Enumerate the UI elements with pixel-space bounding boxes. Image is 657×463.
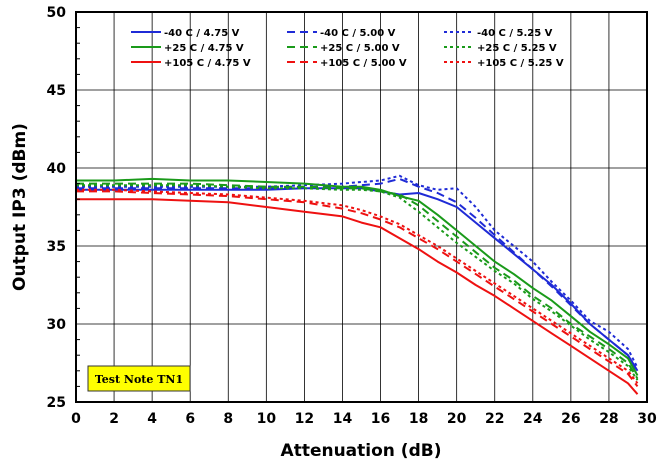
x-tick-label: 20 <box>447 411 467 427</box>
legend-label: +25 C / 5.25 V <box>477 43 557 54</box>
x-tick-label: 4 <box>147 411 157 427</box>
series-line-8 <box>76 190 639 388</box>
legend: -40 C / 4.75 V -40 C / 5.00 V -40 C / 5.25… <box>131 28 564 69</box>
series-line-1 <box>76 187 639 372</box>
x-tick-label: 28 <box>599 411 618 427</box>
test-note-label: Test Note TN1 <box>95 373 183 386</box>
legend-label: +105 C / 5.00 V <box>320 58 407 69</box>
x-tick-label: 24 <box>523 411 543 427</box>
x-tick-label: 18 <box>409 411 428 427</box>
series-line-7 <box>76 198 639 395</box>
legend-label: -40 C / 4.75 V <box>164 28 240 39</box>
x-tick-label: 10 <box>257 411 277 427</box>
x-tick-label: 30 <box>637 411 657 427</box>
x-axis-title: Attenuation (dB) <box>281 441 442 461</box>
y-tick-label: 45 <box>47 83 66 99</box>
series-line-5 <box>76 182 639 380</box>
legend-label: +105 C / 4.75 V <box>164 58 251 69</box>
x-tick-label: 6 <box>185 411 195 427</box>
y-tick-label: 35 <box>47 239 66 255</box>
plot-frame <box>75 11 648 403</box>
x-tick-label: 14 <box>333 411 353 427</box>
y-axis-title: Output IP3 (dBm) <box>10 123 30 291</box>
y-tick-label: 30 <box>47 317 67 333</box>
y-tick-label: 25 <box>47 395 66 411</box>
x-tick-label: 26 <box>561 411 580 427</box>
legend-label: +25 C / 4.75 V <box>164 43 244 54</box>
test-note-box: Test Note TN1 <box>87 365 191 392</box>
x-tick-label: 0 <box>71 411 81 427</box>
series-line-9 <box>76 188 639 384</box>
x-tick-label: 8 <box>223 411 233 427</box>
x-tick-label: 22 <box>485 411 504 427</box>
x-tick-label: 16 <box>371 411 390 427</box>
series-layer <box>76 174 639 395</box>
x-tick-label: 12 <box>295 411 314 427</box>
series-line-6 <box>76 184 639 381</box>
x-tick-label: 2 <box>109 411 119 427</box>
legend-label: +105 C / 5.25 V <box>477 58 564 69</box>
y-tick-label: 40 <box>47 161 67 177</box>
legend-label: -40 C / 5.25 V <box>477 28 553 39</box>
legend-label: -40 C / 5.00 V <box>320 28 396 39</box>
series-line-2 <box>76 177 639 375</box>
series-line-4 <box>76 177 639 376</box>
y-tick-label: 50 <box>47 5 67 21</box>
legend-label: +25 C / 5.00 V <box>320 43 400 54</box>
plot-background <box>76 12 647 402</box>
